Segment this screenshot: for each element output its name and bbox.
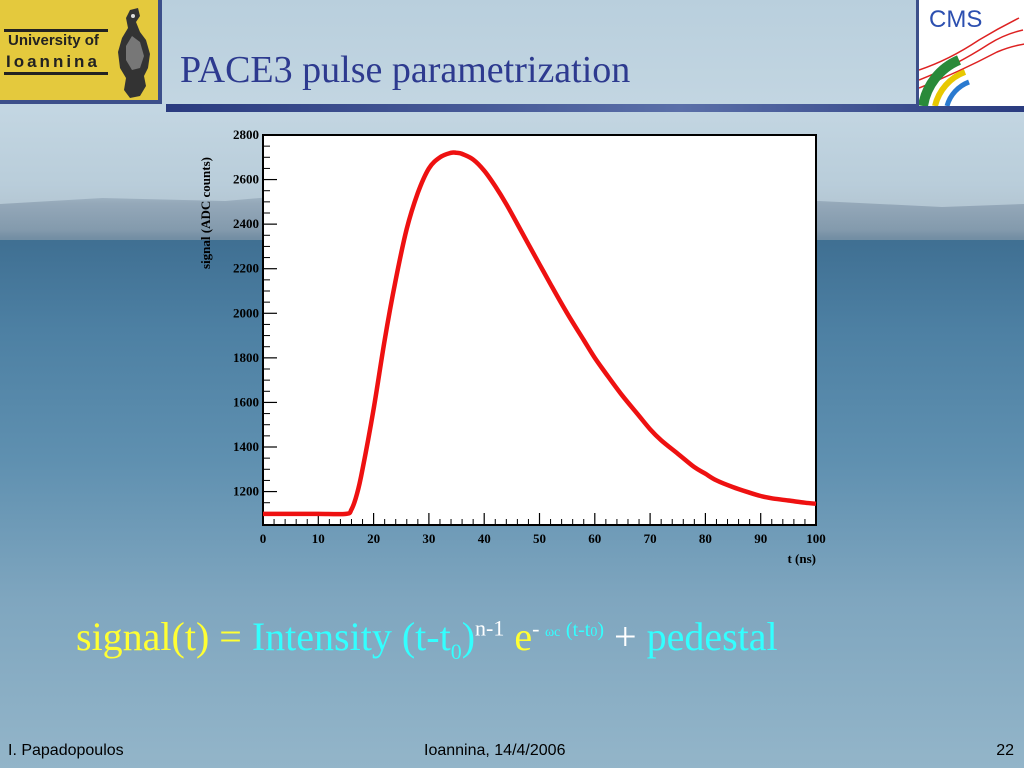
formula-pedestal: pedestal [646,614,778,659]
formula-e: e [514,614,533,659]
pulse-chart: 0 10 20 30 40 50 60 70 80 90 100 1200 1400 1600 1800 20… [198,127,826,566]
x-tick-label: 30 [422,531,435,546]
x-tick-label: 10 [312,531,325,546]
formula-exp-t: (t-t [565,618,591,641]
x-tick-label: 80 [699,531,712,546]
x-tick-label: 20 [367,531,380,546]
plot-frame [262,134,817,526]
university-logo: University of Ioannina [0,0,162,104]
formula-exp-sub0: 0 [590,624,598,640]
y-tick-label: 2400 [233,216,259,231]
logo-rule-bottom [4,72,108,75]
title-band: PACE3 pulse parametrization [166,0,914,104]
y-axis-label: signal (ADC counts) [198,157,213,269]
y-tick-label: 1200 [233,484,259,499]
formula-omega: ωc [544,624,561,640]
cms-logo: CMS [916,0,1024,106]
logo-text-line2: Ioannina [6,52,100,71]
formula-sub0: 0 [450,639,462,664]
x-tick-label: 90 [754,531,767,546]
footer-author: I. Papadopoulos [8,742,124,759]
y-tick-label: 1600 [233,394,259,409]
x-tick-label: 50 [533,531,546,546]
y-tick-label: 2600 [233,172,259,187]
footer-place-date: Ioannina, 14/4/2006 [424,742,566,759]
x-tick-label: 0 [260,531,267,546]
y-tick-label: 2200 [233,261,259,276]
x-tick-label: 40 [478,531,491,546]
y-tick-label: 1400 [233,439,259,454]
title-underline [166,104,1024,112]
footer-page-number: 22 [996,742,1014,759]
cms-tracks-icon [919,17,1024,106]
formula-plus: + [614,614,637,659]
pulse-curve [262,150,817,517]
signal-formula: signal(t) = Intensity (t-t0)n-1 e- ωc (t… [76,612,778,664]
formula-lhs: signal(t) = [76,614,242,659]
owl-emblem-icon [118,8,150,98]
formula-exp-minus: - [532,615,540,641]
formula-exp-close: ) [597,618,605,641]
formula-exp-n: n-1 [475,615,505,641]
y-tick-label: 2000 [233,305,259,320]
x-tick-label: 100 [806,531,826,546]
cms-logo-text: CMS [929,6,983,33]
x-tick-label: 60 [588,531,601,546]
logo-rule-top [4,29,108,32]
x-axis-label: t (ns) [787,551,816,566]
formula-intensity: Intensity (t-t [251,614,451,659]
slide-title: PACE3 pulse parametrization [180,49,631,91]
formula-close: ) [461,614,476,659]
logo-text-line1: University of [8,32,99,49]
x-tick-label: 70 [644,531,657,546]
y-tick-label: 1800 [233,350,259,365]
y-tick-label: 2800 [233,127,259,142]
